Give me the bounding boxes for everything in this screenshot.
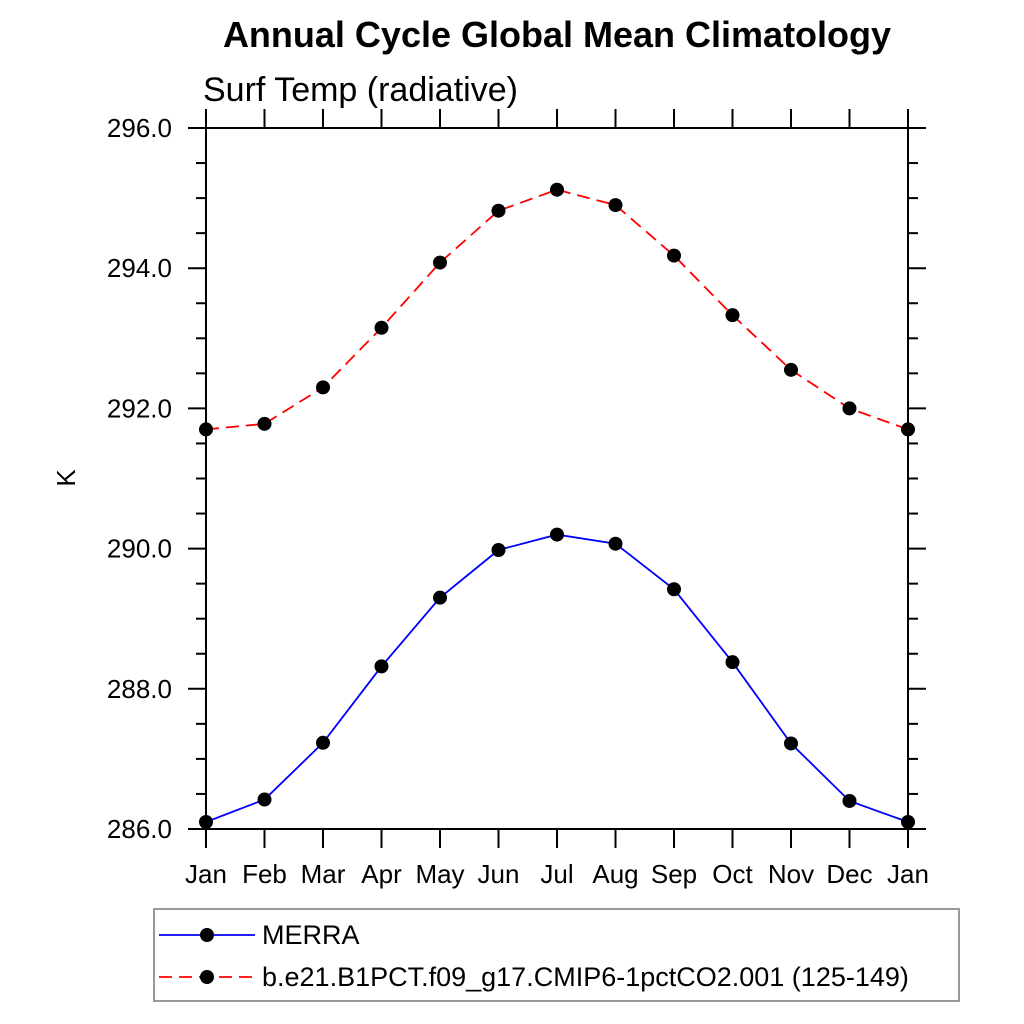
x-tick-label: Aug [592,859,638,889]
x-tick-label: Jul [540,859,573,889]
legend-label: MERRA [262,920,360,950]
data-point-marker [199,814,213,829]
x-tick-label: Jun [478,859,520,889]
data-point-marker [667,248,681,263]
data-point-marker [374,320,389,335]
data-point-marker [550,527,564,542]
data-point-marker [491,203,506,218]
data-point-marker [784,362,798,377]
series-line-dashed [205,188,909,431]
data-point-marker [550,182,564,197]
x-tick-label: Feb [242,859,287,889]
data-point-marker [842,401,857,416]
data-point-marker [784,736,798,751]
x-tick-label: Sep [651,859,697,889]
x-tick-label: Jan [887,859,929,889]
data-point-marker [842,793,857,808]
plot-frame [205,127,909,830]
y-tick-label: 288.0 [107,674,172,704]
y-tick-label: 294.0 [107,253,172,283]
data-point-marker [433,255,447,270]
x-tick-label: Nov [768,859,814,889]
data-point-marker [316,380,330,395]
y-axis-label: K [51,469,81,487]
y-tick-label: 286.0 [107,814,172,844]
data-point-marker [257,792,272,807]
x-tick-label: Oct [712,859,753,889]
y-tick-label: 296.0 [107,113,172,143]
y-tick-label: 292.0 [107,393,172,423]
x-tick-label: May [415,859,464,889]
legend-box [153,908,960,1002]
x-tick-label: Jan [185,859,227,889]
data-point-marker [433,590,447,605]
data-point-marker [374,659,389,674]
x-tick-label: Mar [301,859,346,889]
plot-area: Jan Feb Mar Apr May Jun Jul Aug Sep Oct Nov Dec Jan 2… [107,109,929,889]
data-point-marker [901,422,915,437]
legend-marker [200,970,214,984]
data-point-marker [667,582,681,597]
data-point-marker [608,198,623,213]
data-point-marker [199,422,213,437]
data-point-marker [725,655,740,670]
legend-label: b.e21.B1PCT.f09_g17.CMIP6-1pctCO2.001 (1… [262,962,909,992]
data-point-marker [608,536,623,551]
x-tick-label: Apr [361,859,402,889]
data-point-marker [725,308,740,323]
legend: MERRA b.e21.B1PCT.f09_g17.CMIP6-1pctCO2.0… [153,908,960,1002]
series-line-solid [205,533,909,823]
legend-marker [200,928,214,942]
data-point-marker [491,543,506,558]
data-point-marker [257,416,272,431]
x-tick-label: Dec [826,859,872,889]
data-point-marker [316,735,330,750]
y-tick-label: 290.0 [107,534,172,564]
chart-title: Annual Cycle Global Mean Climatology [223,14,891,55]
chart-subtitle: Surf Temp (radiative) [203,71,518,109]
data-point-marker [901,814,915,829]
